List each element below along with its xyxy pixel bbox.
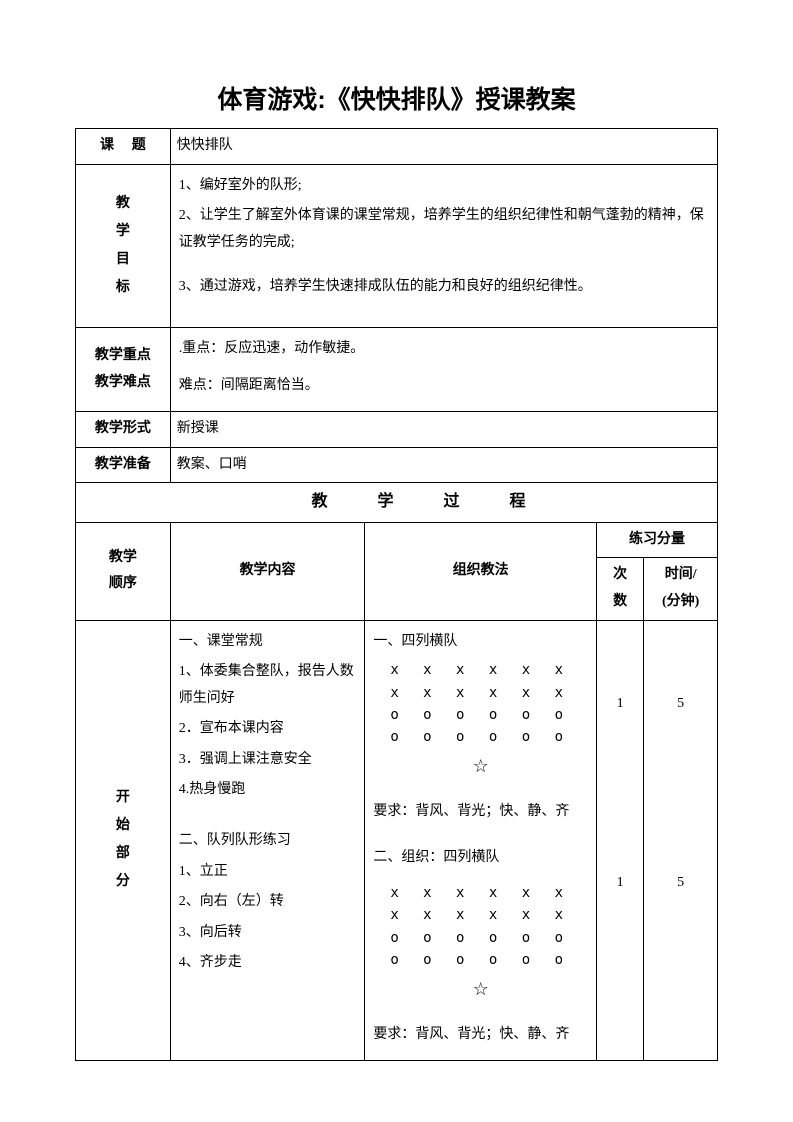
zhongdian-label: 教学重点 教学难点 [76, 327, 171, 411]
zhunbei-value: 教案、口哨 [170, 447, 717, 483]
table-row: 教学形式 新授课 [76, 412, 718, 448]
mubiao-value: 1、编好室外的队形; 2、让学生了解室外体育课的课堂常规，培养学生的组织纪律性和… [170, 164, 717, 327]
xingshi-label: 教学形式 [76, 412, 171, 448]
table-row: 教学过程 [76, 483, 718, 522]
star-icon: ☆ [373, 749, 588, 783]
keti-label: 课 题 [76, 129, 171, 165]
table-row: 教学 顺序 教学内容 组织教法 练习分量 [76, 522, 718, 558]
page-title: 体育游戏:《快快排队》授课教案 [75, 80, 718, 116]
keti-value: 快快排队 [170, 129, 717, 165]
zhunbei-label: 教学准备 [76, 447, 171, 483]
process-header: 教学过程 [76, 483, 718, 522]
minutes-2: 5 [644, 830, 718, 1061]
header-jiaofa: 组织教法 [365, 522, 597, 620]
table-row: 开 始 部 分 一、课堂常规 1、体委集合整队，报告人数师生问好 2．宣布本课内… [76, 620, 718, 830]
zhongdian-value: .重点：反应迅速，动作敏捷。 难点：间隔距离恰当。 [170, 327, 717, 411]
times-1: 1 [596, 620, 643, 830]
table-row: 课 题 快快排队 [76, 129, 718, 165]
header-shunxu: 教学 顺序 [76, 522, 171, 620]
header-cishu: 次 数 [596, 558, 643, 620]
header-fenliang: 练习分量 [596, 522, 717, 558]
xingshi-value: 新授课 [170, 412, 717, 448]
times-2: 1 [596, 830, 643, 1061]
table-row: 教学重点 教学难点 .重点：反应迅速，动作敏捷。 难点：间隔距离恰当。 [76, 327, 718, 411]
header-neirong: 教学内容 [170, 522, 365, 620]
table-row: 教 学 目 标 1、编好室外的队形; 2、让学生了解室外体育课的课堂常规，培养学… [76, 164, 718, 327]
start-content: 一、课堂常规 1、体委集合整队，报告人数师生问好 2．宣布本课内容 3．强调上课… [170, 620, 365, 1061]
star-icon: ☆ [373, 972, 588, 1006]
lesson-plan-table: 课 题 快快排队 教 学 目 标 1、编好室外的队形; 2、让学生了解室外体育课… [75, 128, 718, 1061]
mubiao-label: 教 学 目 标 [76, 164, 171, 327]
header-shijian: 时间/ (分钟) [644, 558, 718, 620]
start-method: 一、四列横队 x x x x x x x x x x x x o o o o o… [365, 620, 597, 1061]
start-label: 开 始 部 分 [76, 620, 171, 1061]
minutes-1: 5 [644, 620, 718, 830]
table-row: 教学准备 教案、口哨 [76, 447, 718, 483]
